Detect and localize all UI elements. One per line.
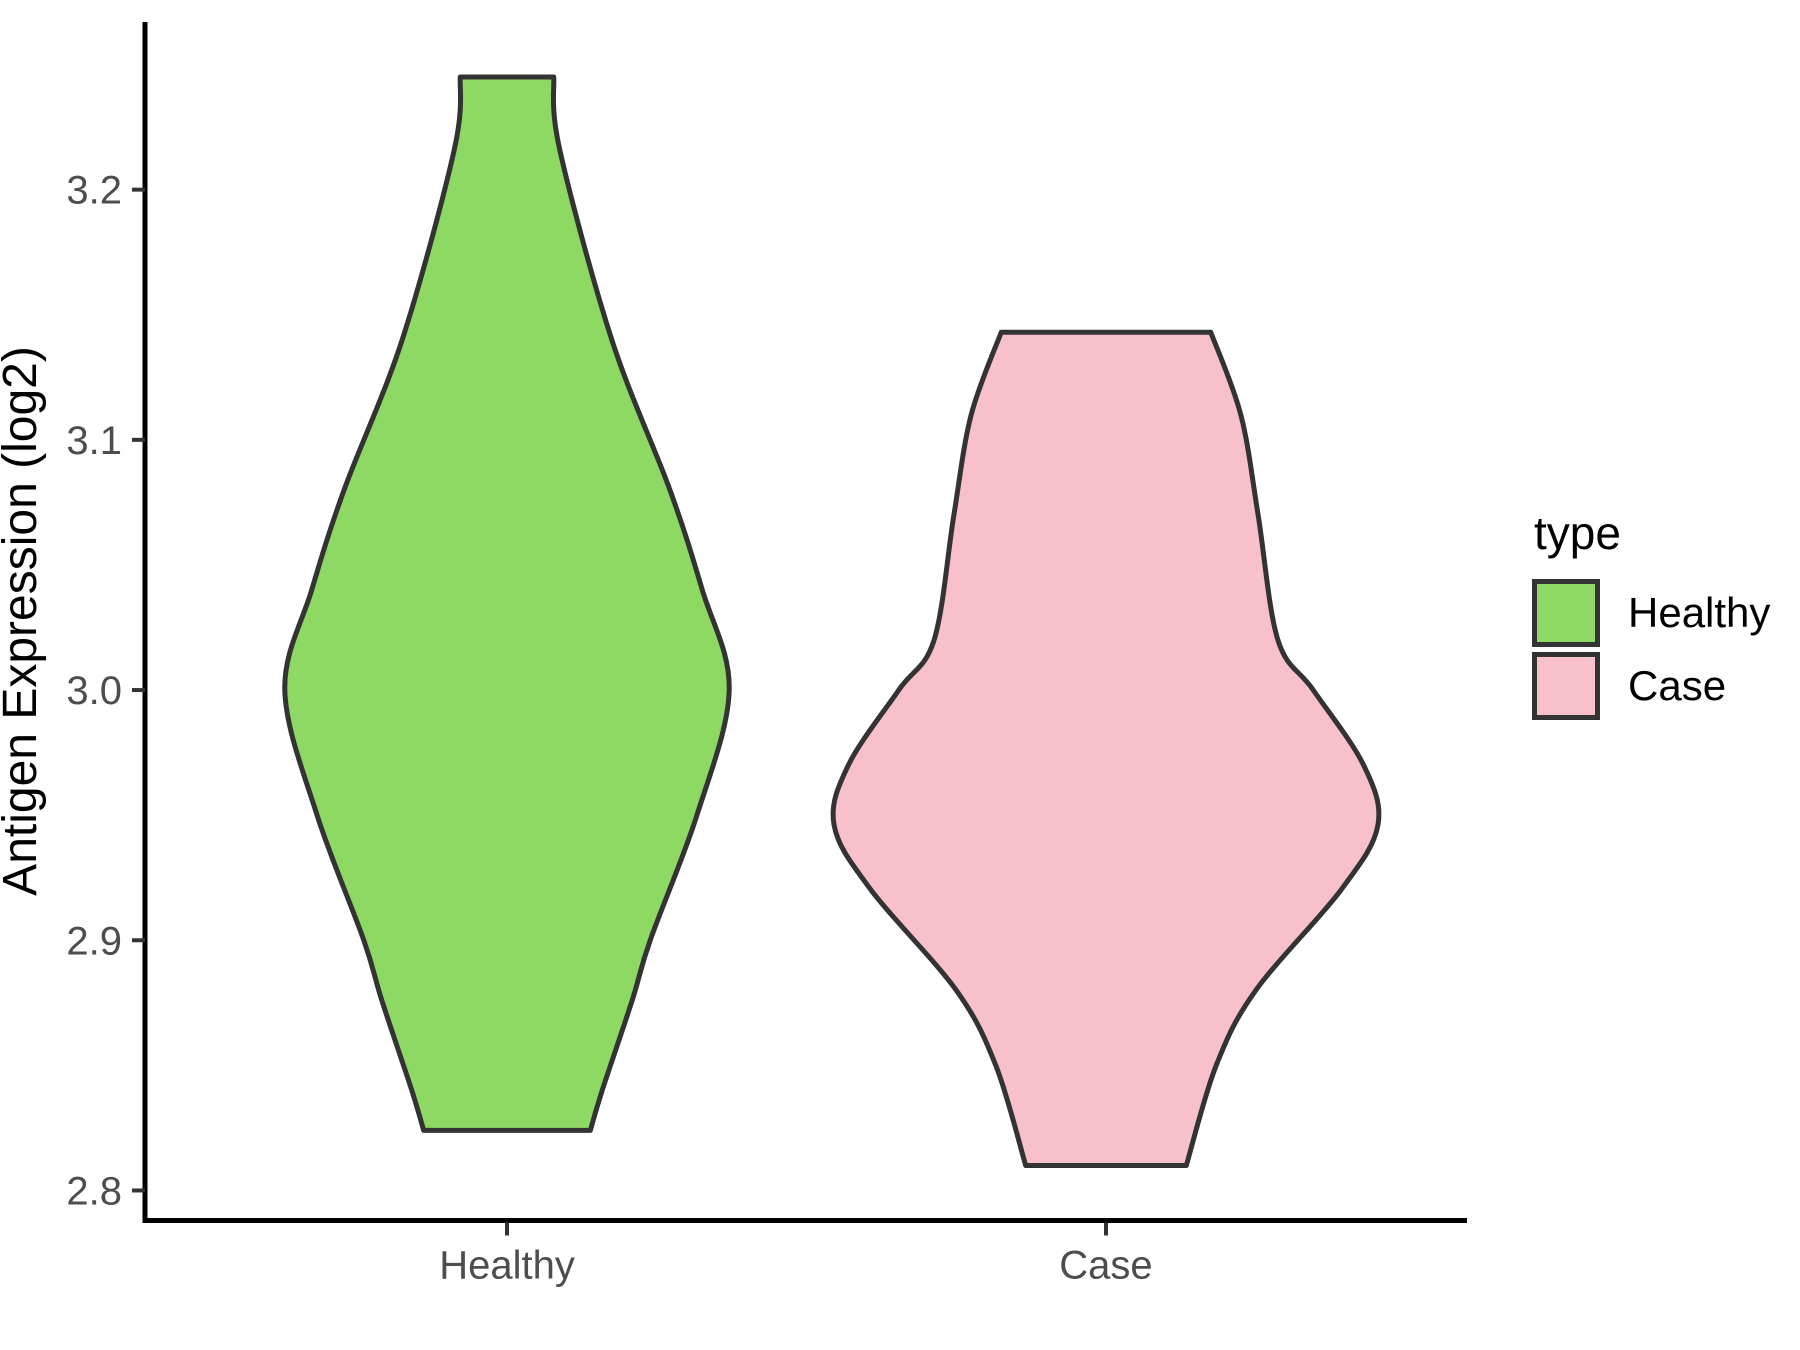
x-tick-label-case: Case [1059, 1244, 1152, 1288]
axes-group [142, 22, 1467, 1223]
legend-item-case: Case [1532, 651, 1770, 720]
tick-labels-group: 2.8 2.9 3.0 3.1 3.2 Healthy Case [66, 169, 1152, 1288]
y-tick-label: 2.8 [66, 1169, 122, 1213]
legend-label-case: Case [1628, 661, 1727, 709]
y-tick-label: 3.1 [66, 419, 122, 463]
y-tick-label: 2.9 [66, 919, 122, 963]
violin-healthy [282, 74, 732, 1133]
violins-group [282, 74, 1382, 1168]
legend-key-case [1532, 651, 1600, 720]
y-axis-title: Antigen Expression (log2) [0, 346, 47, 896]
x-tick-label-healthy: Healthy [439, 1244, 575, 1288]
violin-case [830, 329, 1382, 1168]
ticks-group [132, 187, 1108, 1236]
y-tick-label: 3.0 [66, 669, 122, 713]
legend-key-healthy [1532, 578, 1600, 647]
legend-title: type [1534, 507, 1621, 559]
y-tick-label: 3.2 [66, 169, 122, 213]
legend-item-healthy: Healthy [1532, 578, 1771, 647]
legend-label-healthy: Healthy [1628, 588, 1771, 636]
legend: type Healthy Case [1532, 508, 1770, 725]
